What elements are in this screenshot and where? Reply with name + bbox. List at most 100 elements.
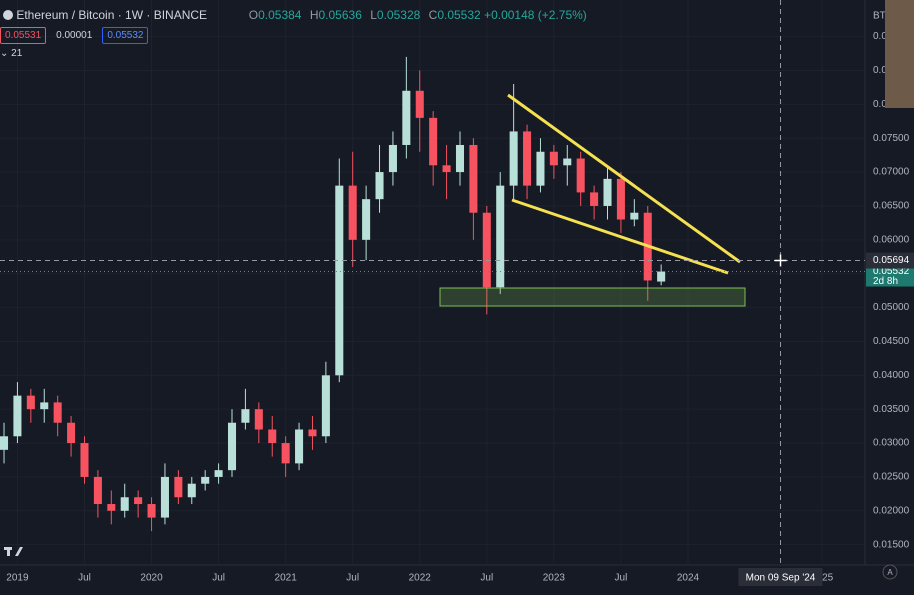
x-tick-label: Jul [78, 573, 91, 584]
y-tick-label: 0.03000 [873, 438, 910, 449]
currency-label: BT [873, 11, 886, 22]
candle-body [214, 470, 223, 477]
spread: 0.00001 [56, 30, 93, 41]
symbol-icon [3, 10, 13, 20]
x-tick-label: 2024 [677, 573, 700, 584]
candle-body [120, 497, 129, 511]
indicator[interactable]: ⌄ 21 [0, 48, 23, 59]
candle-body [362, 199, 371, 240]
candle-body [80, 443, 89, 477]
x-tick-label: 2023 [543, 573, 566, 584]
candle-body [590, 192, 599, 206]
y-tick-label: 0.07500 [873, 133, 910, 144]
candle-body [603, 178, 612, 206]
candle-body [429, 117, 438, 166]
crosshair-x-label: Mon 09 Sep '24 [746, 573, 816, 584]
auto-button[interactable] [882, 564, 898, 580]
candle-body [93, 476, 102, 505]
crosshair-y-bg [866, 252, 914, 269]
candle-body [496, 185, 505, 288]
candle-body [563, 158, 572, 166]
y-tick-label: 0.07000 [873, 167, 910, 178]
header: Ethereum / Bitcoin · 1W · BINANCE O0.053… [0, 8, 587, 59]
x-tick-label: 2021 [275, 573, 298, 584]
candle-body [174, 476, 183, 498]
candle-body [469, 144, 478, 213]
countdown: 2d 8h [873, 276, 898, 287]
candle-body [254, 409, 263, 430]
candle-body [295, 429, 304, 464]
candle-body [268, 429, 277, 444]
candle-body [375, 172, 384, 200]
y-tick-label: 0.04000 [873, 370, 910, 381]
c-label: C [428, 8, 438, 22]
y-tick-label: 0.01500 [873, 539, 910, 550]
candle-body [442, 165, 451, 173]
support-zone [439, 287, 746, 307]
candle-body [187, 483, 196, 498]
close-value: 0.05532 [437, 8, 481, 22]
price-label: 0.05532 [873, 266, 910, 277]
candle-body [536, 151, 545, 186]
candle-body [160, 476, 169, 518]
trendline [507, 93, 741, 264]
candle-body [0, 436, 9, 450]
auto-label: A [887, 568, 893, 577]
h-label: H [309, 8, 319, 22]
candle-body [321, 375, 330, 437]
tradingview-logo [4, 547, 23, 556]
candle-body [227, 422, 237, 471]
candle-body [576, 158, 585, 193]
candle-body [40, 402, 49, 410]
high-value: 0.05636 [318, 8, 362, 22]
symbol: Ethereum / Bitcoin · 1W · BINANCE [16, 8, 208, 22]
o-label: O [248, 8, 259, 22]
candle-body [134, 497, 143, 505]
candle-body [53, 402, 62, 423]
x-tick-label: Jul [480, 573, 493, 584]
candle-body [657, 271, 666, 282]
candle-body [13, 395, 22, 437]
candle-body [616, 178, 625, 220]
x-tick-label: 2019 [6, 573, 29, 584]
crosshair-cursor [774, 254, 787, 267]
candle-body [509, 131, 518, 186]
candle-body [335, 185, 344, 376]
y-tick-label: 0.06000 [873, 234, 910, 245]
plot [0, 56, 666, 532]
candle-body [455, 144, 465, 173]
candle-body [26, 395, 35, 410]
y-tick-label: 0.02500 [873, 472, 910, 483]
candle-body [630, 212, 639, 220]
candle-body [348, 185, 357, 240]
candle-body [107, 504, 116, 511]
y-tick-label: 0.06500 [873, 201, 910, 212]
change: +0.00148 (+2.75%) [484, 8, 587, 22]
y-tick-label: 0.02000 [873, 505, 910, 516]
candle-body [241, 409, 250, 423]
open-value: 0.05384 [258, 8, 302, 22]
x-tick-label: Jul [615, 573, 628, 584]
x-tick-label: 2022 [409, 573, 432, 584]
y-tick-label: 0.04500 [873, 336, 910, 347]
bid[interactable]: 0.05531 [0, 27, 47, 44]
candle-body [281, 443, 290, 464]
y-tick-label: 0.03500 [873, 404, 910, 415]
candle-body [147, 504, 156, 518]
x-tick-label: Jul [346, 573, 359, 584]
y-tick-label: 0.05000 [873, 302, 910, 313]
ask[interactable]: 0.05532 [102, 27, 149, 44]
x-tick-label: Jul [212, 573, 225, 584]
l-label: L [370, 8, 377, 22]
webcam-overlay [885, 0, 914, 108]
candle-body [67, 422, 76, 444]
x-tick-label: 2020 [140, 573, 163, 584]
crosshair-y-label: 0.05694 [873, 255, 910, 266]
trendline [511, 198, 729, 275]
candle-body [308, 429, 317, 437]
low-value: 0.05328 [376, 8, 421, 22]
candle-body [549, 151, 558, 166]
